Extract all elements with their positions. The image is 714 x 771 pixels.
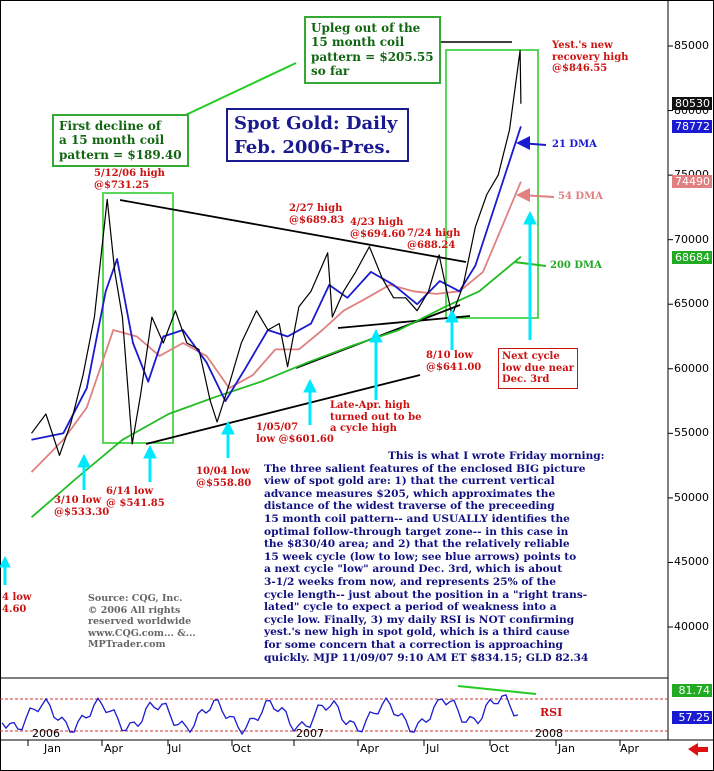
coil-upper-trendline [119, 199, 467, 263]
first-decline-box [102, 192, 174, 444]
annotation-high-0724: 7/24 high @688.24 [407, 228, 461, 251]
rsi-tag-blue: 57.25 [672, 711, 712, 724]
x-tick-label: 2008 [535, 727, 563, 740]
x-tick-label: 2007 [296, 727, 324, 740]
x-tick-label: Jul [168, 742, 182, 755]
x-tick-label: Oct [490, 742, 510, 755]
series-line-spot-gold [31, 49, 522, 456]
y-tick-label: 45000 [674, 555, 709, 569]
x-tick-label: Apr [360, 742, 380, 755]
y-tick-label: 60000 [674, 361, 709, 375]
x-tick-label: Jan [44, 742, 61, 755]
y-tick-label: 55000 [674, 426, 709, 440]
chart-title: Spot Gold: Daily Feb. 2006-Pres. [226, 108, 409, 162]
first-decline-connector [174, 62, 297, 121]
annotation-low-0105: 1/05/07 low @$601.60 [256, 422, 334, 445]
cycle-arrow-icon [445, 308, 459, 350]
annotation-high-0423: 4/23 high @$694.60 [350, 217, 406, 240]
y-tick-label: 40000 [674, 620, 709, 633]
source-credit: Source: CQG, Inc. © 2006 All rights rese… [88, 593, 196, 650]
price-tag-close: 80530 [672, 97, 712, 110]
annotation-recovery-high: Yest.'s new recovery high @$846.55 [552, 40, 629, 74]
red-left-arrow-icon[interactable] [688, 743, 708, 756]
cycle-arrow-icon [369, 328, 383, 400]
upleg-callout: Upleg out of the 15 month coil pattern =… [304, 16, 441, 84]
annotation-low-0310: 3/10 low @$533.30 [54, 495, 110, 518]
rsi-divergence-line [457, 685, 537, 695]
rsi-tag-green: 81.74 [672, 684, 712, 697]
dma-54-arrow [516, 188, 555, 202]
annotation-next-cycle: Next cycle low due near Dec. 3rd [498, 348, 579, 389]
y-tick-label: 85000 [674, 39, 709, 52]
commentary-text: This is what I wrote Friday morning: The… [264, 450, 636, 664]
annotation-low-1004: 10/04 low @$558.80 [196, 466, 252, 489]
price-series-layer [30, 49, 522, 518]
annotation-edge-low: 4 low 4.60 [2, 592, 32, 615]
commentary-heading: This is what I wrote Friday morning: [388, 450, 605, 462]
x-tick-label: Jul [426, 742, 440, 755]
label-200dma: 200 DMA [550, 260, 602, 271]
cycle-arrow-icon [0, 555, 11, 585]
annotation-late-apr: Late-Apr. high turned out to be a cycle … [330, 400, 422, 434]
series-line-200-dma [30, 256, 522, 518]
y-ticks [668, 45, 673, 628]
annotation-high-0227: 2/27 high @$689.83 [289, 203, 345, 226]
annotation-low-0810: 8/10 low @$641.00 [426, 350, 482, 373]
cycle-arrow-icon [143, 444, 157, 482]
coil-lower-trendline [145, 374, 421, 445]
x-ticks [27, 740, 621, 746]
x-tick-label: Apr [104, 742, 124, 755]
series-line-54-dma [30, 181, 522, 473]
y-tick-label: 50000 [674, 490, 709, 504]
commentary-body: The three salient features of the enclos… [264, 462, 589, 664]
cycle-low-arrows [0, 210, 537, 585]
cycle-arrow-icon [523, 210, 537, 340]
x-tick-label: Oct [232, 742, 252, 755]
price-tag-21dma: 78772 [672, 120, 712, 133]
label-54dma: 54 DMA [558, 191, 603, 202]
y-tick-label: 65000 [674, 297, 709, 311]
first-decline-callout: First decline of a 15 month coil pattern… [52, 114, 189, 168]
cycle-arrow-icon [77, 453, 91, 490]
x-tick-label: 2006 [32, 727, 60, 740]
rsi-line [1, 694, 519, 736]
rsi-label: RSI [540, 706, 563, 719]
cycle-arrow-icon [221, 420, 235, 458]
x-tick-label: Jan [558, 742, 575, 755]
x-tick-label: Apr [620, 742, 640, 755]
annotation-high-0512: 5/12/06 high @$731.25 [94, 168, 165, 191]
y-tick-label: 70000 [674, 232, 709, 246]
cycle-arrow-icon [303, 378, 317, 425]
label-21dma: 21 DMA [552, 139, 597, 150]
price-tag-54dma: 74490 [672, 175, 712, 188]
upleg-box [445, 49, 539, 319]
dma-21-arrow [516, 136, 547, 150]
annotation-low-0614: 6/14 low @ $541.85 [106, 486, 165, 509]
price-tag-200dma: 68684 [672, 251, 712, 264]
